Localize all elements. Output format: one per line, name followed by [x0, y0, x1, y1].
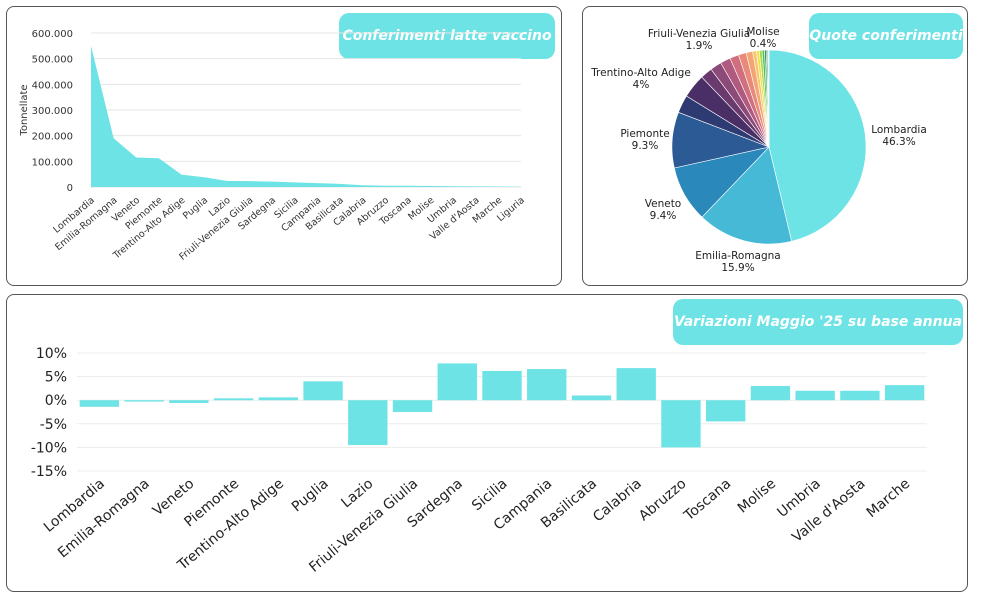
- pie-chart-panel: Quote conferimenti Lombardia 46.3% Emilia-…: [582, 6, 968, 286]
- pie-slice: [701, 146, 792, 245]
- pie-chart: Lombardia46.3%Emilia-Romagna15.9%Veneto9…: [590, 26, 927, 274]
- bar-ytick-label: 5%: [45, 370, 67, 386]
- bar: [437, 363, 477, 401]
- bar-xtick-label: Lazio: [338, 476, 376, 512]
- pie-slice: [768, 49, 770, 148]
- bar: [795, 390, 835, 401]
- bar-xtick-label: Puglia: [289, 476, 332, 515]
- area-chart-title: Conferimenti latte vaccino: [339, 13, 555, 59]
- bar-ytick-label: -5%: [40, 417, 67, 433]
- bar-chart-panel: Variazioni Maggio '25 su base annua -15%…: [6, 294, 968, 592]
- bar-ytick-label: 0%: [45, 393, 67, 409]
- area-ytick-label: 500.000: [32, 55, 73, 66]
- bar: [706, 400, 746, 422]
- area-chart: 0 100.000 200.000 300.000 400.000 500.000 600.…: [19, 29, 527, 263]
- area-ylabel: Tonnellate: [19, 84, 30, 136]
- bar: [124, 400, 164, 402]
- bar: [303, 381, 343, 401]
- bar-chart-title: Variazioni Maggio '25 su base annua: [673, 299, 963, 345]
- pie-slice: [768, 49, 867, 242]
- pie-slice-pct: 0.4%: [750, 38, 777, 50]
- area-chart-panel: Conferimenti latte vaccino 0 100.000 200.0…: [6, 6, 562, 286]
- bar: [258, 397, 298, 401]
- bar: [213, 398, 254, 401]
- bar-xtick-label: Calabria: [590, 476, 645, 525]
- pie-slice-label: Molise: [746, 26, 779, 38]
- pie-slice-label: Piemonte: [620, 128, 669, 140]
- bar: [348, 400, 388, 446]
- bar-xtick-label: Abruzzo: [636, 476, 689, 524]
- area-ytick-label: 600.000: [32, 29, 73, 40]
- bar-xtick-label: Toscana: [680, 476, 734, 525]
- bar: [169, 400, 209, 404]
- area-series: [91, 45, 521, 188]
- bar-ytick-label: 10%: [36, 346, 67, 362]
- pie-slice-pct: 46.3%: [882, 136, 915, 148]
- pie-slice-pct: 4%: [633, 79, 650, 91]
- bar-ytick-label: -10%: [31, 440, 67, 456]
- bar: [750, 386, 791, 401]
- pie-slice-label: Trentino-Alto Adige: [590, 67, 691, 79]
- bar-chart: -15%-10%-5%0%5%10%LombardiaEmilia-Romagn…: [31, 346, 927, 576]
- bar-xtick-label: Marche: [864, 476, 914, 521]
- bar: [79, 400, 120, 407]
- area-ytick-label: 100.000: [32, 157, 73, 168]
- area-ytick-label: 400.000: [32, 80, 73, 91]
- area-ytick-label: 300.000: [32, 106, 73, 117]
- bar: [482, 370, 522, 401]
- pie-slice-pct: 9.3%: [632, 140, 659, 152]
- pie-slice-label: Emilia-Romagna: [695, 250, 781, 262]
- bar: [571, 395, 612, 401]
- pie-slice-label: Veneto: [645, 198, 681, 210]
- pie-slice-label: Friuli-Venezia Giulia: [648, 28, 750, 40]
- bar: [840, 390, 880, 401]
- bar: [616, 368, 656, 401]
- bar-xtick-label: Sicilia: [469, 476, 510, 514]
- area-xtick-label: Puglia: [181, 195, 210, 222]
- bar: [527, 369, 567, 401]
- bar-ytick-label: -15%: [31, 464, 67, 480]
- pie-slice-pct: 9.4%: [650, 210, 677, 222]
- bar: [884, 385, 925, 401]
- pie-slice-pct: 1.9%: [686, 40, 713, 52]
- pie-slice-pct: 15.9%: [721, 262, 754, 274]
- bar-xtick-label: Molise: [735, 476, 779, 517]
- pie-chart-title: Quote conferimenti: [809, 13, 963, 59]
- bar: [661, 400, 701, 448]
- area-ytick-label: 0: [67, 183, 73, 194]
- bar: [392, 400, 433, 412]
- area-ytick-label: 200.000: [32, 132, 73, 143]
- pie-slice-label: Lombardia: [871, 124, 927, 136]
